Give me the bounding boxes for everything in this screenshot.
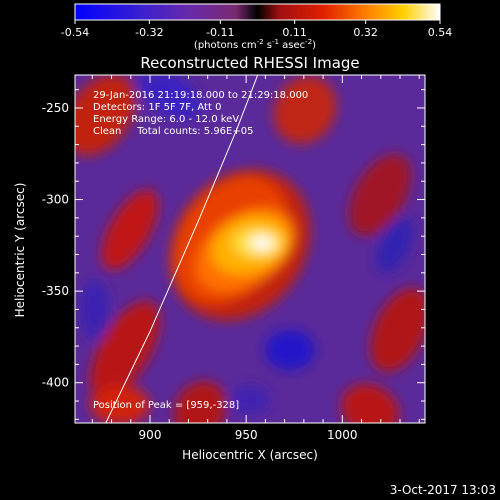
colorbar-tick-label: -0.11: [206, 26, 234, 39]
solar-limb-curve: [105, 75, 259, 423]
y-tick-label: -400: [42, 376, 69, 390]
x-tick-label: 900: [139, 428, 162, 442]
x-tick-label: 1000: [327, 428, 358, 442]
colorbar-tick-label: -0.32: [135, 26, 163, 39]
annotation-detectors: Detectors: 1F 5F 7F, Att 0: [93, 102, 221, 113]
colorbar-tick-label: 0.11: [282, 26, 307, 39]
annotations: 29-Jan-2016 21:19:18.000 to 21:29:18.000…: [93, 90, 308, 411]
heatmap-image: [75, 75, 425, 423]
colorbar: -0.54 -0.32 -0.11 0.11 0.32 0.54 (photons cm-…: [61, 3, 452, 51]
footer-date: 3-Oct-2017 13:03: [390, 483, 496, 497]
y-tick-label: -350: [42, 284, 69, 298]
y-tick-label: -250: [42, 101, 69, 115]
x-tick-label: 950: [235, 428, 258, 442]
chart-title: Reconstructed RHESSI Image: [140, 54, 359, 72]
y-axis-ticks: -250 -300 -350 -400: [42, 89, 425, 420]
colorbar-ticks: -0.54 -0.32 -0.11 0.11 0.32 0.54: [61, 20, 452, 39]
annotation-counts: Clean Total counts: 5.96E+05: [93, 126, 253, 137]
plot-frame: [74, 74, 426, 424]
colorbar-tick-label: -0.54: [61, 26, 89, 39]
annotation-time: 29-Jan-2016 21:19:18.000 to 21:29:18.000: [93, 90, 308, 101]
x-axis-label: Heliocentric X (arcsec): [182, 448, 318, 462]
y-tick-label: -300: [42, 193, 69, 207]
annotation-peak: Position of Peak = [959,-328]: [93, 400, 239, 411]
colorbar-tick-label: 0.32: [353, 26, 378, 39]
y-axis-label: Heliocentric Y (arcsec): [13, 183, 27, 318]
colorbar-gradient: [74, 3, 441, 21]
annotation-energy: Energy Range: 6.0 - 12.0 keV: [93, 114, 239, 125]
colorbar-units: (photons cm-2 s-1 asec-2): [194, 38, 316, 51]
colorbar-tick-label: 0.54: [428, 26, 453, 39]
x-axis-ticks: 900 950 1000: [91, 75, 420, 442]
